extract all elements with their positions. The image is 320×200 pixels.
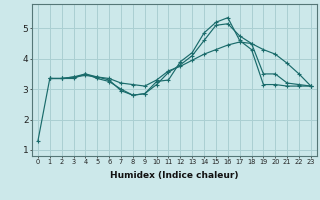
X-axis label: Humidex (Indice chaleur): Humidex (Indice chaleur) [110,171,239,180]
